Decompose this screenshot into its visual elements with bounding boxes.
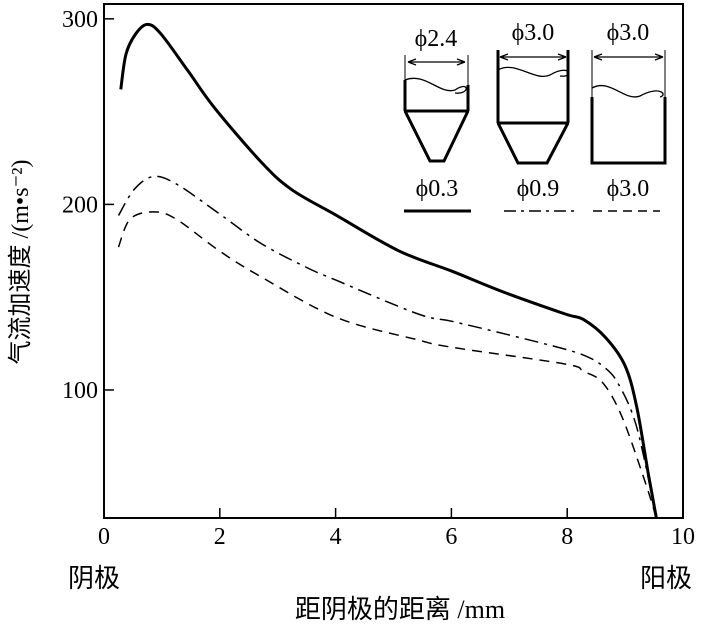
x-tick-label: 2: [214, 524, 226, 550]
series-line-1: [119, 22, 658, 519]
vessel-2-top-label: ϕ3.0: [512, 20, 555, 46]
vessel-3-diagram: [590, 50, 667, 165]
vessel-3-top-label: ϕ3.0: [607, 20, 650, 46]
y-tick-label: 100: [62, 378, 98, 404]
x-end-label-cathode: 阴极: [68, 564, 120, 593]
plot-frame: [103, 3, 684, 519]
vessel-2-diagram: [496, 50, 570, 165]
series-line-3: [117, 211, 658, 519]
x-axis-label: 距阴极的距离 /mm: [295, 595, 505, 624]
x-tick-label: 10: [671, 524, 695, 550]
legend: ϕ0.3 ϕ0.9 ϕ3.0: [404, 176, 660, 213]
x-tick-label: 0: [98, 524, 110, 550]
x-tick-label: 8: [561, 524, 573, 550]
y-tick-label: 300: [62, 7, 98, 33]
legend-label-2: ϕ0.9: [517, 176, 560, 202]
x-tick-label: 4: [330, 524, 342, 550]
series-curves: [117, 22, 658, 519]
vessel-1-top-label: ϕ2.4: [415, 26, 458, 52]
vessel-diagrams: [403, 50, 667, 165]
axis-ticks: 0 2 4 6 8 10 100 200 300: [62, 7, 695, 550]
x-tick-label: 6: [445, 524, 457, 550]
vessel-1-diagram: [403, 55, 470, 163]
legend-label-1: ϕ0.3: [416, 176, 459, 202]
y-axis-label: 气流加速度 /(m•s⁻²): [7, 160, 34, 365]
y-tick-label: 200: [62, 192, 98, 218]
vessel-top-labels: ϕ2.4 ϕ3.0 ϕ3.0: [415, 20, 650, 52]
series-line-2: [117, 175, 658, 519]
x-end-label-anode: 阳极: [640, 564, 692, 593]
legend-label-3: ϕ3.0: [607, 176, 650, 202]
